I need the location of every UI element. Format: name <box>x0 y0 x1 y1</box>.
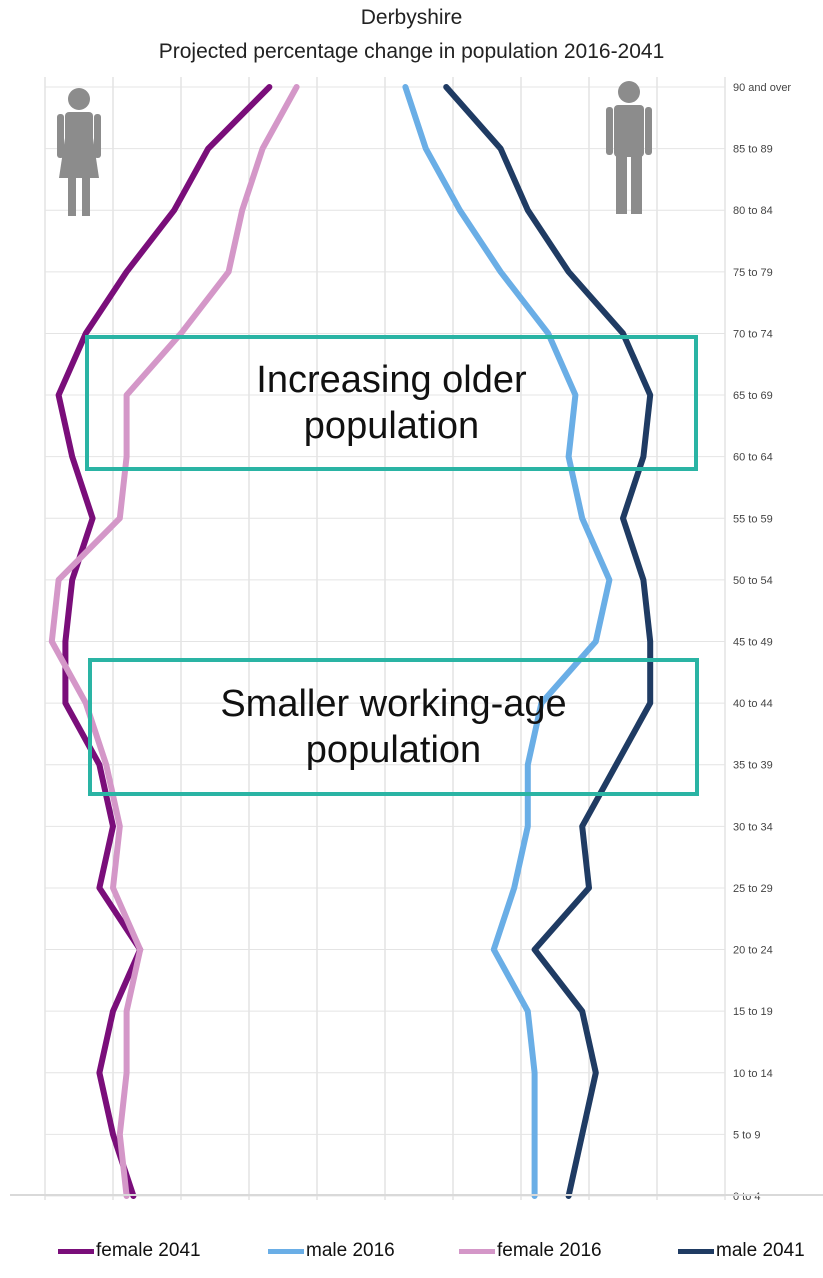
male-person-icon <box>606 81 652 214</box>
y-tick-label: 85 to 89 <box>733 144 773 156</box>
legend-label: male 2041 <box>716 1240 805 1261</box>
y-tick-label: 80 to 84 <box>733 205 773 217</box>
y-tick-label: 60 to 64 <box>733 452 773 464</box>
legend-item-female-2041: female 2041 <box>58 1240 201 1262</box>
y-tick-label: 90 and over <box>733 82 791 94</box>
annotation-working-age: Smaller working-age population <box>88 658 699 796</box>
legend-divider <box>10 1194 823 1196</box>
legend-item-male-2041: male 2041 <box>678 1240 805 1262</box>
series-line-male-2016 <box>402 84 613 1199</box>
annotation-line: Increasing older <box>256 359 527 401</box>
y-tick-label: 5 to 9 <box>733 1129 761 1141</box>
legend-swatch <box>58 1248 94 1254</box>
y-tick-label: 55 to 59 <box>733 513 773 525</box>
y-tick-label: 45 to 49 <box>733 637 773 649</box>
y-tick-label: 75 to 79 <box>733 267 773 279</box>
annotation-line: Smaller working-age <box>220 683 567 725</box>
legend-swatch <box>268 1248 304 1254</box>
legend-label: male 2016 <box>306 1240 395 1261</box>
chart-subtitle: Projected percentage change in populatio… <box>158 40 665 63</box>
chart-title: Derbyshire <box>360 6 463 29</box>
y-tick-label: 40 to 44 <box>733 698 773 710</box>
legend-label: female 2041 <box>96 1240 201 1261</box>
series-line-female-2041 <box>55 84 273 1199</box>
y-tick-label: 70 to 74 <box>733 328 773 340</box>
y-tick-label: 35 to 39 <box>733 760 773 772</box>
y-tick-label: 10 to 14 <box>733 1068 773 1080</box>
legend-label: female 2016 <box>497 1240 602 1261</box>
y-tick-label: 15 to 19 <box>733 1006 773 1018</box>
annotation-line: population <box>305 729 482 771</box>
legend-item-male-2016: male 2016 <box>268 1240 395 1262</box>
y-tick-label: 30 to 34 <box>733 821 773 833</box>
female-person-icon <box>57 88 101 216</box>
series-line-female-2016 <box>48 84 300 1199</box>
y-tick-label: 25 to 29 <box>733 883 773 895</box>
y-tick-labels: 90 and over 85 to 89 80 to 84 75 to 79 70 to… <box>733 82 791 1203</box>
y-tick-label: 0 to 4 <box>733 1191 761 1203</box>
y-tick-label: 50 to 54 <box>733 575 773 587</box>
legend-swatch <box>678 1248 714 1254</box>
y-tick-label: 65 to 69 <box>733 390 773 402</box>
series-lines <box>48 84 654 1199</box>
series-line-male-2041 <box>443 84 654 1199</box>
y-tick-label: 20 to 24 <box>733 945 773 957</box>
legend-item-female-2016: female 2016 <box>459 1240 602 1262</box>
annotation-line: population <box>303 405 480 447</box>
annotation-older-population: Increasing older population <box>85 335 698 471</box>
legend-swatch <box>459 1248 495 1254</box>
